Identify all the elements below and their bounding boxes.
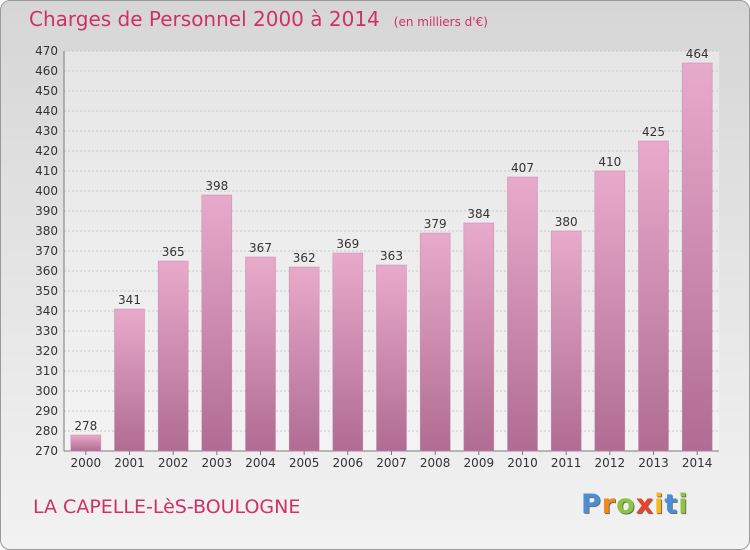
y-tick-label: 330: [35, 324, 58, 338]
y-tick-label: 460: [35, 64, 58, 78]
bar: [114, 308, 145, 452]
y-tick-label: 420: [35, 144, 58, 158]
y-tick-label: 410: [35, 164, 58, 178]
bar: [70, 434, 102, 452]
y-tick-label: 290: [35, 404, 58, 418]
commune-label: LA CAPELLE-LèS-BOULOGNE: [33, 496, 301, 518]
x-tick-label: 2013: [638, 456, 669, 470]
x-tick-label: 2008: [420, 456, 451, 470]
logo-letter: P: [581, 489, 602, 520]
proxiti-logo: Proxiti: [581, 489, 689, 520]
logo-letter: o: [616, 489, 636, 520]
logo-letter: i: [654, 489, 665, 520]
x-tick-label: 2001: [114, 456, 145, 470]
y-tick-label: 310: [35, 364, 58, 378]
chart-title-text: Charges de Personnel 2000 à 2014: [29, 7, 380, 31]
bar-value-label: 367: [249, 241, 272, 255]
chart-subtitle: (en milliers d'€): [393, 15, 488, 29]
x-tick-label: 2009: [464, 456, 495, 470]
x-tick-label: 2010: [507, 456, 538, 470]
bar-value-label: 425: [642, 125, 665, 139]
logo-letter: i: [678, 489, 689, 520]
y-tick-label: 390: [35, 204, 58, 218]
chart-title: Charges de Personnel 2000 à 2014 (en mill…: [29, 7, 488, 31]
x-tick-label: 2004: [245, 456, 276, 470]
bar-value-label: 407: [511, 161, 534, 175]
bar: [550, 230, 582, 452]
bar-value-label: 464: [686, 47, 709, 61]
x-tick-label: 2014: [682, 456, 713, 470]
x-tick-label: 2007: [376, 456, 407, 470]
bar-value-label: 410: [598, 155, 621, 169]
bar: [638, 140, 669, 452]
y-tick-label: 270: [35, 444, 58, 458]
y-tick-label: 400: [35, 184, 58, 198]
bar-value-label: 278: [74, 419, 97, 433]
bar: [157, 260, 189, 452]
bar: [288, 266, 320, 452]
y-tick-label: 380: [35, 224, 58, 238]
x-tick-label: 2012: [595, 456, 626, 470]
bar-value-label: 379: [424, 217, 447, 231]
bar: [507, 176, 538, 452]
y-tick-label: 430: [35, 124, 58, 138]
bar-value-label: 380: [555, 215, 578, 229]
bar-value-label: 369: [336, 237, 359, 251]
y-tick-label: 320: [35, 344, 58, 358]
x-tick-label: 2002: [158, 456, 189, 470]
bar-value-label: 398: [205, 179, 228, 193]
bar: [245, 256, 276, 452]
bar: [201, 194, 233, 452]
x-tick-label: 2005: [289, 456, 320, 470]
bar-value-label: 363: [380, 249, 403, 263]
bar: [376, 264, 407, 452]
y-tick-label: 470: [35, 44, 58, 58]
logo-letter: r: [601, 489, 617, 520]
x-tick-label: 2011: [551, 456, 582, 470]
bar: [681, 62, 713, 452]
x-tick-label: 2003: [202, 456, 233, 470]
y-tick-label: 370: [35, 244, 58, 258]
bar: [463, 222, 495, 452]
y-tick-label: 280: [35, 424, 58, 438]
bar: [419, 232, 451, 452]
bar: [594, 170, 626, 452]
logo-letter: t: [664, 489, 679, 520]
bar: [332, 252, 364, 452]
logo-letter: x: [635, 489, 655, 520]
y-tick-label: 350: [35, 284, 58, 298]
bar-value-label: 384: [467, 207, 490, 221]
y-tick-label: 300: [35, 384, 58, 398]
y-tick-label: 340: [35, 304, 58, 318]
bar-value-label: 341: [118, 293, 141, 307]
x-tick-label: 2006: [333, 456, 364, 470]
y-tick-label: 450: [35, 84, 58, 98]
bar-value-label: 365: [162, 245, 185, 259]
y-tick-label: 360: [35, 264, 58, 278]
x-tick-label: 2000: [71, 456, 102, 470]
y-tick-label: 440: [35, 104, 58, 118]
bar-value-label: 362: [293, 251, 316, 265]
